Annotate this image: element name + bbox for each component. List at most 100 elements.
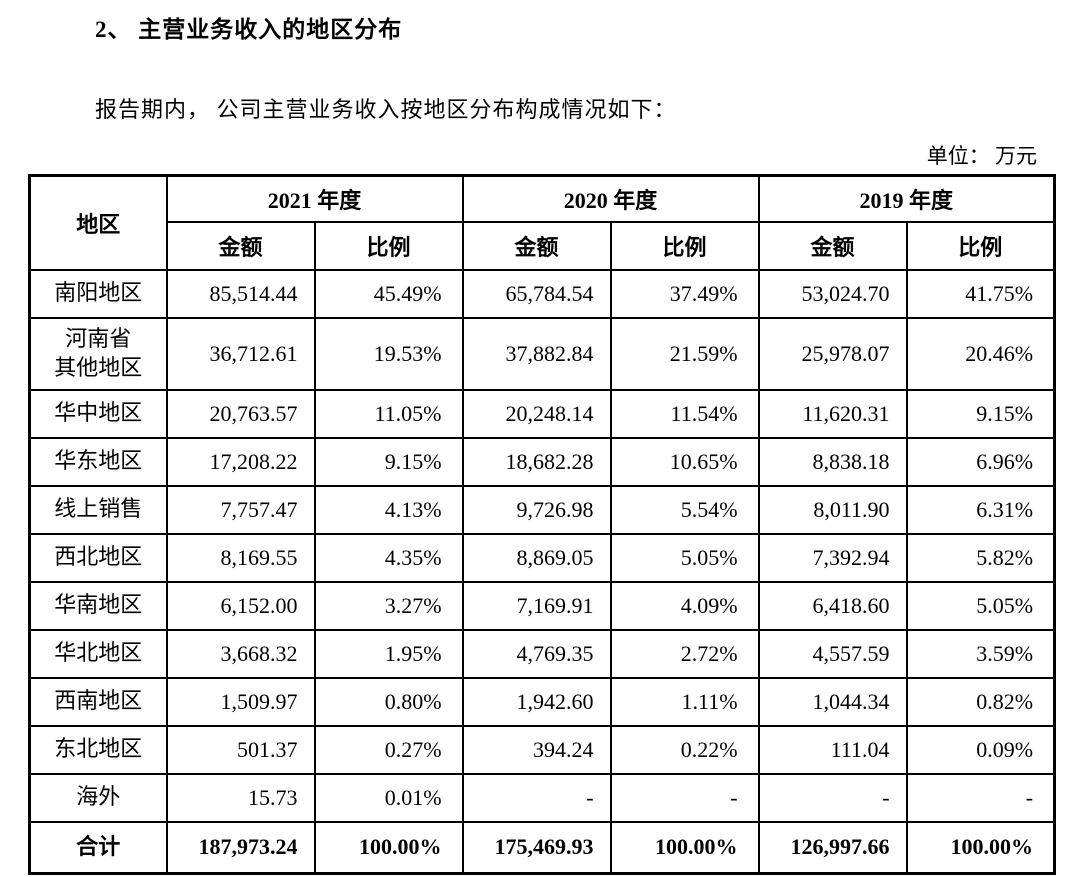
table-row-online-sales: 线上销售 7,757.47 4.13% 9,726.98 5.54% 8,011…: [28, 484, 1056, 535]
ratio-2019-cell: 9.15%: [905, 388, 1056, 439]
ratio-2021-cell: 19.53%: [313, 316, 464, 391]
ratio-2019-cell: 20.46%: [905, 316, 1056, 391]
table-header: 地区 2021 年度 2020 年度 2019 年度 金额 比例 金额 比例 金…: [28, 174, 1056, 271]
amount-2021-cell: 85,514.44: [165, 268, 316, 319]
region-cell: 西南地区: [28, 676, 168, 727]
amount-2021-cell: 3,668.32: [165, 628, 316, 679]
region-cell: 华南地区: [28, 580, 168, 631]
ratio-2021-cell: 45.49%: [313, 268, 464, 319]
table-row-henan-other: 河南省 其他地区 36,712.61 19.53% 37,882.84 21.5…: [28, 316, 1056, 391]
ratio-2019-cell: 6.96%: [905, 436, 1056, 487]
ratio-2020-cell: 2.72%: [609, 628, 760, 679]
region-cell: 南阳地区: [28, 268, 168, 319]
header-amount-2020: 金额: [461, 220, 612, 271]
table-body: 南阳地区 85,514.44 45.49% 65,784.54 37.49% 5…: [28, 268, 1056, 875]
amount-2020-cell: 8,869.05: [461, 532, 612, 583]
ratio-2019-cell: 0.82%: [905, 676, 1056, 727]
table-row-huanan: 华南地区 6,152.00 3.27% 7,169.91 4.09% 6,418…: [28, 580, 1056, 631]
ratio-2019-cell: -: [905, 772, 1056, 823]
amount-2020-cell: 65,784.54: [461, 268, 612, 319]
table-row-xibei: 西北地区 8,169.55 4.35% 8,869.05 5.05% 7,392…: [28, 532, 1056, 583]
total-ratio-2020-cell: 100.00%: [609, 820, 760, 875]
amount-2021-cell: 501.37: [165, 724, 316, 775]
header-year-2021: 2021 年度: [165, 174, 464, 223]
amount-2020-cell: 7,169.91: [461, 580, 612, 631]
ratio-2020-cell: 10.65%: [609, 436, 760, 487]
header-region: 地区: [28, 174, 168, 271]
ratio-2021-cell: 4.13%: [313, 484, 464, 535]
header-year-2019: 2019 年度: [757, 174, 1056, 223]
total-ratio-2021-cell: 100.00%: [313, 820, 464, 875]
unit-note: 单位： 万元: [926, 144, 1037, 168]
amount-2021-cell: 17,208.22: [165, 436, 316, 487]
amount-2021-cell: 7,757.47: [165, 484, 316, 535]
ratio-2021-cell: 4.35%: [313, 532, 464, 583]
ratio-2021-cell: 1.95%: [313, 628, 464, 679]
amount-2019-cell: 25,978.07: [757, 316, 908, 391]
revenue-by-region-table: 地区 2021 年度 2020 年度 2019 年度 金额 比例 金额 比例 金…: [28, 174, 1057, 875]
amount-2021-cell: 20,763.57: [165, 388, 316, 439]
amount-2021-cell: 8,169.55: [165, 532, 316, 583]
total-amount-2021-cell: 187,973.24: [165, 820, 316, 875]
ratio-2021-cell: 0.80%: [313, 676, 464, 727]
amount-2020-cell: 4,769.35: [461, 628, 612, 679]
table-row-huadong: 华东地区 17,208.22 9.15% 18,682.28 10.65% 8,…: [28, 436, 1056, 487]
amount-2020-cell: 9,726.98: [461, 484, 612, 535]
ratio-2019-cell: 6.31%: [905, 484, 1056, 535]
ratio-2020-cell: 5.54%: [609, 484, 760, 535]
ratio-2021-cell: 0.27%: [313, 724, 464, 775]
total-amount-2020-cell: 175,469.93: [461, 820, 612, 875]
table-row-nanyang: 南阳地区 85,514.44 45.49% 65,784.54 37.49% 5…: [28, 268, 1056, 319]
ratio-2019-cell: 5.05%: [905, 580, 1056, 631]
amount-2020-cell: 1,942.60: [461, 676, 612, 727]
amount-2019-cell: 6,418.60: [757, 580, 908, 631]
region-cell: 海外: [28, 772, 168, 823]
ratio-2021-cell: 9.15%: [313, 436, 464, 487]
ratio-2020-cell: 5.05%: [609, 532, 760, 583]
table-row-huazhong: 华中地区 20,763.57 11.05% 20,248.14 11.54% 1…: [28, 388, 1056, 439]
ratio-2019-cell: 41.75%: [905, 268, 1056, 319]
ratio-2020-cell: 21.59%: [609, 316, 760, 391]
intro-paragraph: 报告期内， 公司主营业务收入按地区分布构成情况如下：: [95, 97, 677, 122]
section-title: 2、 主营业务收入的地区分布: [95, 17, 403, 42]
amount-2021-cell: 36,712.61: [165, 316, 316, 391]
region-cell: 华北地区: [28, 628, 168, 679]
total-label-cell: 合计: [28, 820, 168, 875]
total-amount-2019-cell: 126,997.66: [757, 820, 908, 875]
region-cell: 河南省 其他地区: [28, 316, 168, 391]
amount-2019-cell: -: [757, 772, 908, 823]
ratio-2019-cell: 0.09%: [905, 724, 1056, 775]
region-cell: 华东地区: [28, 436, 168, 487]
ratio-2020-cell: 1.11%: [609, 676, 760, 727]
region-cell: 西北地区: [28, 532, 168, 583]
ratio-2020-cell: -: [609, 772, 760, 823]
amount-2021-cell: 1,509.97: [165, 676, 316, 727]
table-row-huabei: 华北地区 3,668.32 1.95% 4,769.35 2.72% 4,557…: [28, 628, 1056, 679]
amount-2020-cell: 18,682.28: [461, 436, 612, 487]
ratio-2021-cell: 3.27%: [313, 580, 464, 631]
header-ratio-2019: 比例: [905, 220, 1056, 271]
amount-2021-cell: 6,152.00: [165, 580, 316, 631]
amount-2019-cell: 7,392.94: [757, 532, 908, 583]
ratio-2020-cell: 0.22%: [609, 724, 760, 775]
ratio-2021-cell: 11.05%: [313, 388, 464, 439]
region-cell: 东北地区: [28, 724, 168, 775]
total-ratio-2019-cell: 100.00%: [905, 820, 1056, 875]
region-cell: 线上销售: [28, 484, 168, 535]
amount-2019-cell: 1,044.34: [757, 676, 908, 727]
amount-2019-cell: 8,838.18: [757, 436, 908, 487]
ratio-2019-cell: 3.59%: [905, 628, 1056, 679]
table-row-xinan: 西南地区 1,509.97 0.80% 1,942.60 1.11% 1,044…: [28, 676, 1056, 727]
amount-2019-cell: 4,557.59: [757, 628, 908, 679]
ratio-2021-cell: 0.01%: [313, 772, 464, 823]
header-ratio-2020: 比例: [609, 220, 760, 271]
amount-2021-cell: 15.73: [165, 772, 316, 823]
amount-2020-cell: 20,248.14: [461, 388, 612, 439]
amount-2020-cell: 394.24: [461, 724, 612, 775]
header-row-subcolumns: 金额 比例 金额 比例 金额 比例: [30, 220, 1056, 271]
ratio-2020-cell: 4.09%: [609, 580, 760, 631]
ratio-2020-cell: 11.54%: [609, 388, 760, 439]
ratio-2019-cell: 5.82%: [905, 532, 1056, 583]
amount-2019-cell: 8,011.90: [757, 484, 908, 535]
table-row-overseas: 海外 15.73 0.01% - - - -: [28, 772, 1056, 823]
